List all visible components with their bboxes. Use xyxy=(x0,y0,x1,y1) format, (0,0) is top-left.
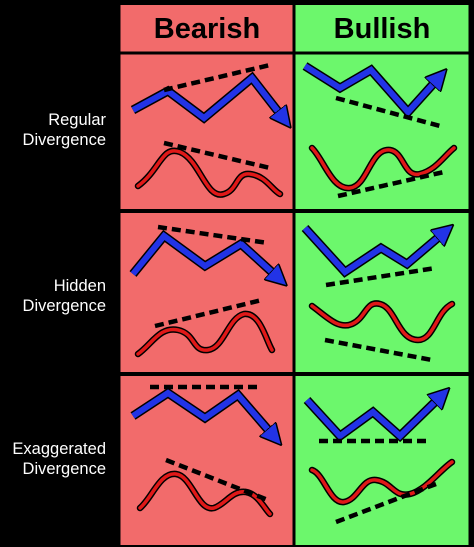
row-label-hidden-line2: Divergence xyxy=(23,297,106,315)
blue-price-arrow-icon xyxy=(130,387,270,432)
dashed-trendline-icon xyxy=(337,169,445,199)
bearish-header-cell xyxy=(119,5,294,53)
red-oscillator-wave-icon xyxy=(136,470,274,518)
dashed-trendline-icon xyxy=(335,95,441,129)
red-oscillator-wave-icon xyxy=(308,458,456,506)
red-oscillator-wave-icon xyxy=(134,310,276,358)
dashed-trendline-icon xyxy=(157,224,269,246)
blue-price-arrow-icon xyxy=(301,228,440,278)
grid-lines xyxy=(117,5,472,547)
row-label-exaggerated-line1: Exaggerated xyxy=(12,440,106,458)
bearish-column-panel xyxy=(119,53,294,545)
dashed-trendline-icon xyxy=(154,297,263,329)
blue-price-arrow-icon xyxy=(302,62,435,119)
blue-price-arrow-icon xyxy=(129,229,274,274)
red-oscillator-wave-icon xyxy=(134,147,284,198)
row-label-regular-line1: Regular xyxy=(48,111,106,129)
row-divider-1 xyxy=(119,209,470,213)
dashed-trendline-icon xyxy=(165,457,269,503)
dashed-trendline-icon xyxy=(335,481,437,525)
red-oscillator-wave-icon xyxy=(308,144,458,192)
bullish-column-panel xyxy=(294,53,470,545)
row-label-regular-line2: Divergence xyxy=(23,131,106,149)
blue-price-arrow-icon xyxy=(130,71,280,118)
dashed-trendline-icon xyxy=(325,265,437,288)
bearish-header: Bearish xyxy=(154,13,260,45)
blue-price-arrow-icon xyxy=(303,400,437,443)
row-divider-2 xyxy=(119,372,470,376)
bullish-header: Bullish xyxy=(334,13,431,45)
row-label-exaggerated-line2: Divergence xyxy=(23,460,106,478)
dashed-trendline-icon xyxy=(324,337,433,363)
dashed-trendline-icon xyxy=(163,62,271,93)
red-oscillator-wave-icon xyxy=(308,300,456,344)
bullish-header-cell xyxy=(294,5,470,53)
row-label-hidden-line1: Hidden xyxy=(54,277,106,295)
dashed-trendline-icon xyxy=(163,140,271,171)
